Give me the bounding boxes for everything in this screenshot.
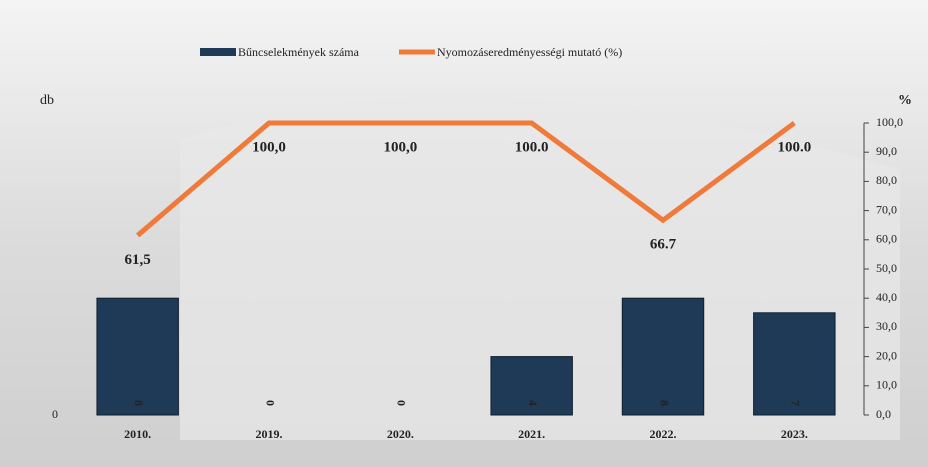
bar	[491, 357, 572, 415]
bar	[97, 298, 178, 415]
y2-tick-label: 20,0	[876, 348, 897, 362]
legend-label: Bűncselekmények száma	[238, 45, 360, 59]
y2-tick-label: 100,0	[876, 115, 903, 129]
bar-value-label: 8	[657, 400, 671, 406]
x-tick-label: 2022.	[650, 427, 677, 441]
y2-tick-label: 60,0	[876, 232, 897, 246]
bar-value-label: 0	[395, 400, 409, 406]
x-tick-label: 2020.	[387, 427, 414, 441]
bar-value-label: 0	[263, 400, 277, 406]
y-tick-label: 0	[52, 407, 58, 421]
line-value-label: 100,0	[252, 139, 286, 155]
bar-value-label: 7	[789, 400, 803, 406]
bar	[622, 298, 703, 415]
y2-tick-label: 30,0	[876, 319, 897, 333]
chart: db % 0 0,0 10,0 20,0 30,0 40,0 50,0 60,0 70,0 80,…	[0, 0, 928, 467]
y2-tick-label: 50,0	[876, 261, 897, 275]
y2-tick-label: 40,0	[876, 290, 897, 304]
legend-swatch	[200, 48, 236, 56]
y2-tick-label: 80,0	[876, 173, 897, 187]
x-tick-label: 2021.	[518, 427, 545, 441]
y2-axis-label: %	[898, 93, 912, 108]
line-value-label: 100.0	[515, 139, 549, 155]
line-value-label: 100.0	[777, 139, 811, 155]
y2-tick-label: 10,0	[876, 378, 897, 392]
line-value-label: 100,0	[383, 139, 417, 155]
x-tick-label: 2023.	[781, 427, 808, 441]
y2-tick-label: 90,0	[876, 144, 897, 158]
y-axis-label: db	[40, 93, 54, 108]
y2-tick-label: 70,0	[876, 202, 897, 216]
line-value-label: 66.7	[650, 237, 677, 253]
legend-label: Nyomozáseredményességi mutató (%)	[437, 45, 622, 59]
line-value-label: 61,5	[125, 252, 151, 268]
x-tick-label: 2010.	[124, 427, 151, 441]
bar-value-label: 4	[526, 400, 540, 406]
bar-value-label: 8	[132, 400, 146, 406]
x-tick-label: 2019.	[256, 427, 283, 441]
y2-tick-label: 0,0	[876, 407, 891, 421]
